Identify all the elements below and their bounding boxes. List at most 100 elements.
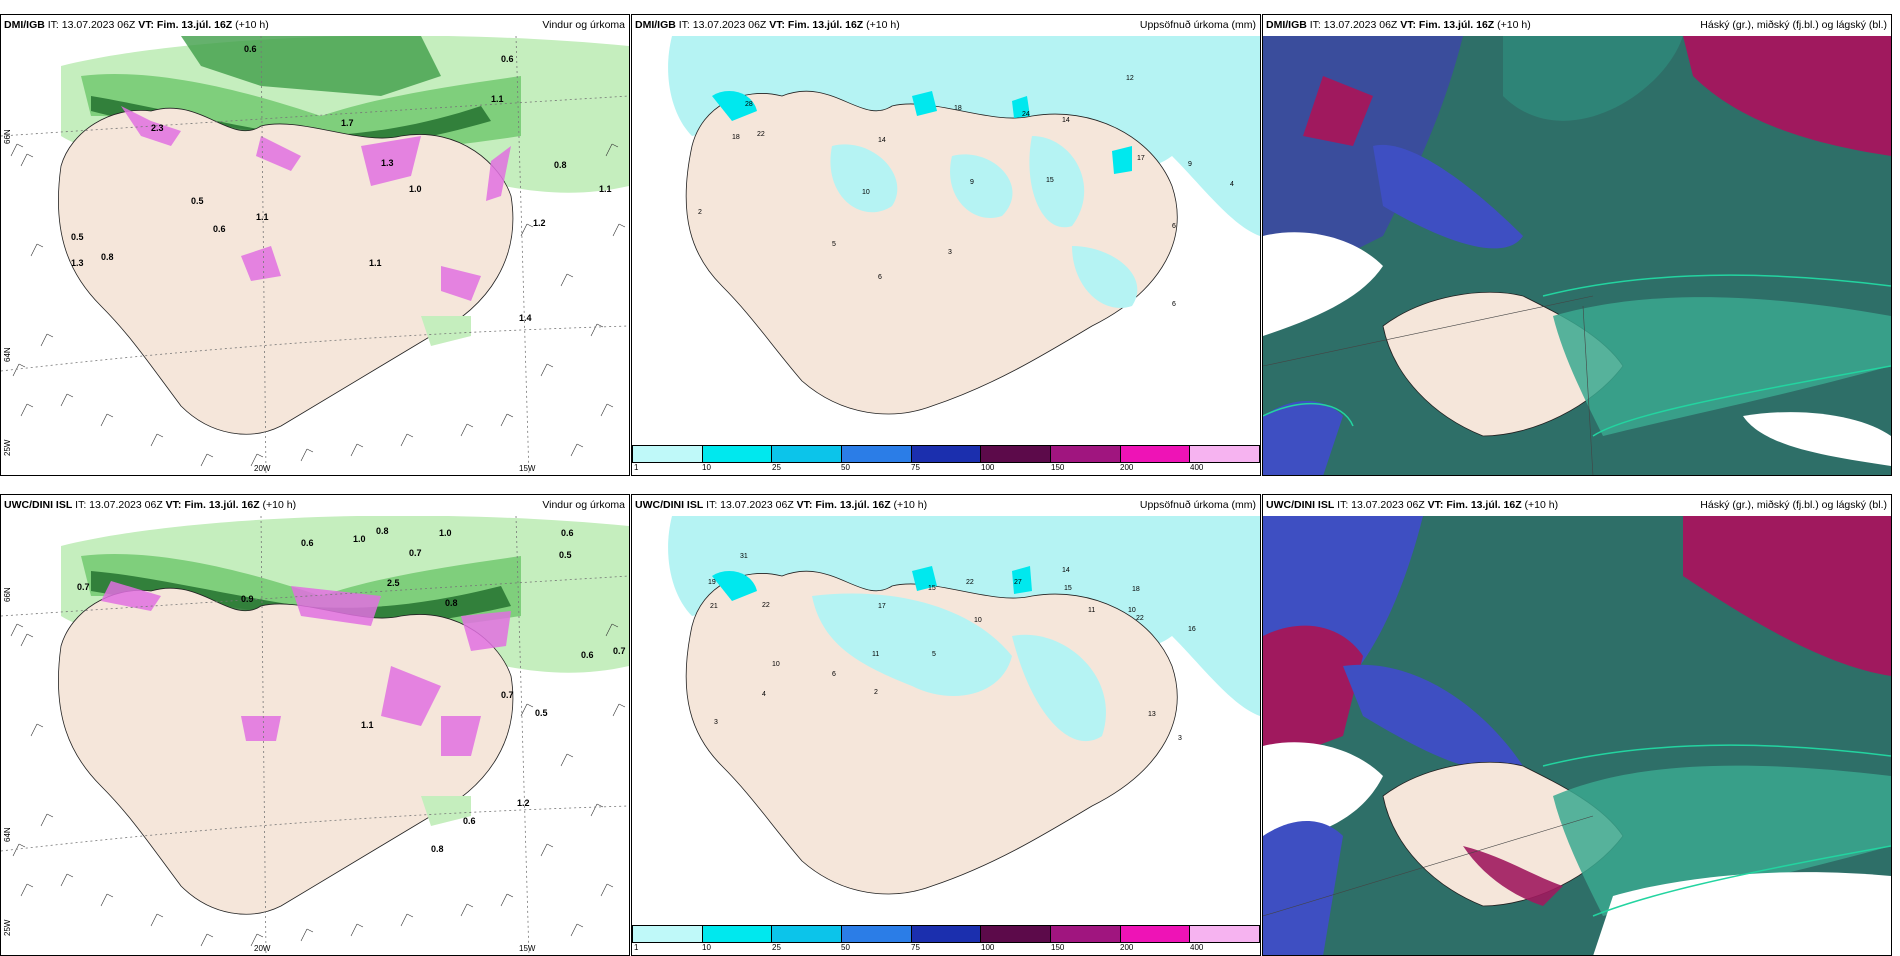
value-label: 0.6 [213, 224, 226, 234]
lead-time: (+10 h) [893, 499, 928, 511]
panel-accum-precip-dmi: DMI/IGB IT: 13.07.2023 06Z VT: Fim. 13.j… [631, 14, 1261, 476]
value-label: 0.5 [535, 708, 548, 718]
value-label: 0.6 [501, 54, 514, 64]
value-label: 1.7 [341, 118, 354, 128]
value-label: 15 [1064, 585, 1072, 592]
value-label: 0.5 [191, 196, 204, 206]
value-label: 1.1 [369, 258, 382, 268]
valid-time: VT: Fim. 13.júl. 16Z [796, 499, 891, 511]
panel-title: Uppsöfnuð úrkoma (mm) [1139, 499, 1256, 511]
lon-label: 20W [254, 464, 271, 473]
value-label: 28 [745, 101, 753, 108]
colorbar-box [702, 926, 773, 942]
accum-precip-map[interactable]: 31 19 21 22 15 22 27 14 15 17 10 10 11 1… [632, 516, 1260, 924]
value-label: 14 [878, 137, 886, 144]
value-label: 1.1 [599, 184, 612, 194]
value-label: 21 [710, 603, 718, 610]
lat-label: 25W [3, 439, 12, 456]
map-canvas: 0.6 1.0 0.8 0.7 1.0 0.6 0.5 0.6 0.7 2.5 … [1, 516, 629, 955]
value-label: 18 [732, 134, 740, 141]
value-label: 22 [762, 602, 770, 609]
colorbar-tick: 1 [634, 463, 639, 472]
value-label: 27 [1014, 579, 1022, 586]
map-canvas [1263, 516, 1891, 955]
lead-time: (+10 h) [235, 19, 269, 31]
valid-time: VT: Fim. 13.júl. 16Z [769, 19, 864, 31]
lat-label: 25W [3, 919, 12, 936]
wind-precip-map[interactable]: 0.6 1.0 0.8 0.7 1.0 0.6 0.5 0.6 0.7 2.5 … [1, 516, 629, 955]
map-canvas: 28 22 18 14 18 24 14 12 17 15 10 9 9 4 2… [632, 36, 1260, 444]
value-label: 9 [970, 179, 974, 186]
colorbar-tick: 75 [911, 463, 920, 472]
value-label: 6 [1172, 301, 1176, 308]
value-label: 0.8 [376, 526, 389, 536]
colorbar-box [842, 926, 912, 942]
value-label: 2.3 [151, 123, 164, 133]
clouds-map[interactable] [1263, 516, 1891, 955]
colorbar-tick: 1 [634, 943, 639, 952]
colorbar-boxes [632, 925, 1260, 943]
valid-time: VT: Fim. 13.júl. 16Z [165, 499, 260, 511]
value-label: 11 [1088, 607, 1095, 614]
value-label: 0.5 [71, 232, 84, 242]
colorbar-box [1190, 446, 1260, 462]
colorbar-box [1051, 446, 1121, 462]
value-label: 22 [757, 131, 765, 138]
value-label: 18 [1132, 586, 1140, 593]
value-label: 6 [1172, 223, 1176, 230]
value-label: 10 [974, 617, 982, 624]
lat-label: 66N [3, 587, 12, 602]
colorbar-box [842, 446, 912, 462]
colorbar-box [911, 446, 982, 462]
panel-wind-precip-uwc: UWC/DINI ISL IT: 13.07.2023 06Z VT: Fim.… [0, 494, 630, 956]
colorbar-box [1051, 926, 1121, 942]
value-label: 0.7 [77, 582, 90, 592]
colorbar-box [1120, 926, 1191, 942]
colorbar-box [1120, 446, 1191, 462]
lead-time: (+10 h) [1497, 19, 1531, 31]
colorbar-tick: 10 [702, 463, 711, 472]
init-time: IT: 13.07.2023 06Z [706, 499, 794, 511]
lat-label: 64N [3, 347, 12, 362]
value-label: 3 [1178, 735, 1182, 742]
value-label: 0.7 [501, 690, 514, 700]
wind-precip-map[interactable]: 0.6 0.6 1.1 1.7 1.3 1.0 0.8 1.1 0.5 0.6 … [1, 36, 629, 475]
lat-label: 64N [3, 827, 12, 842]
value-label: 0.8 [431, 844, 444, 854]
value-label: 2.5 [387, 578, 400, 588]
panel-wind-precip-dmi: DMI/IGB IT: 13.07.2023 06Z VT: Fim. 13.j… [0, 14, 630, 476]
colorbar-box [911, 926, 982, 942]
init-time: IT: 13.07.2023 06Z [1309, 19, 1398, 31]
model-label: UWC/DINI ISL [635, 499, 704, 511]
panel-title: Vindur og úrkoma [542, 19, 625, 31]
map-canvas: 0.6 0.6 1.1 1.7 1.3 1.0 0.8 1.1 0.5 0.6 … [1, 36, 629, 475]
map-canvas: 31 19 21 22 15 22 27 14 15 17 10 10 11 1… [632, 516, 1260, 924]
value-label: 6 [832, 671, 836, 678]
colorbar-boxes [632, 445, 1260, 463]
colorbar-box [981, 926, 1052, 942]
value-label: 11 [872, 651, 879, 658]
colorbar-tick: 400 [1190, 463, 1204, 472]
value-label: 1.4 [519, 313, 532, 323]
value-label: 22 [1136, 615, 1144, 622]
value-label: 0.6 [581, 650, 594, 660]
panel-title: Vindur og úrkoma [542, 499, 625, 511]
value-label: 14 [1062, 117, 1070, 124]
value-label: 1.1 [361, 720, 374, 730]
lon-label: 15W [519, 944, 536, 953]
colorbar-ticks: 1 10 25 50 75 100 150 200 400 [632, 463, 1260, 474]
value-label: 4 [1230, 181, 1234, 188]
lead-time: (+10 h) [262, 499, 297, 511]
clouds-map[interactable] [1263, 36, 1891, 475]
value-label: 12 [1126, 75, 1134, 82]
value-label: 2 [874, 689, 878, 696]
colorbar-box [772, 446, 843, 462]
colorbar-ticks: 1 10 25 50 75 100 150 200 400 [632, 943, 1260, 954]
panel-header: UWC/DINI ISL IT: 13.07.2023 06Z VT: Fim.… [1, 495, 629, 515]
panel-title: Háský (gr.), miðský (fj.bl.) og lágský (… [1700, 499, 1887, 511]
value-label: 0.6 [463, 816, 476, 826]
map-canvas [1263, 36, 1891, 475]
accum-precip-map[interactable]: 28 22 18 14 18 24 14 12 17 15 10 9 9 4 2… [632, 36, 1260, 444]
value-label: 3 [948, 249, 952, 256]
value-label: 0.9 [241, 594, 254, 604]
